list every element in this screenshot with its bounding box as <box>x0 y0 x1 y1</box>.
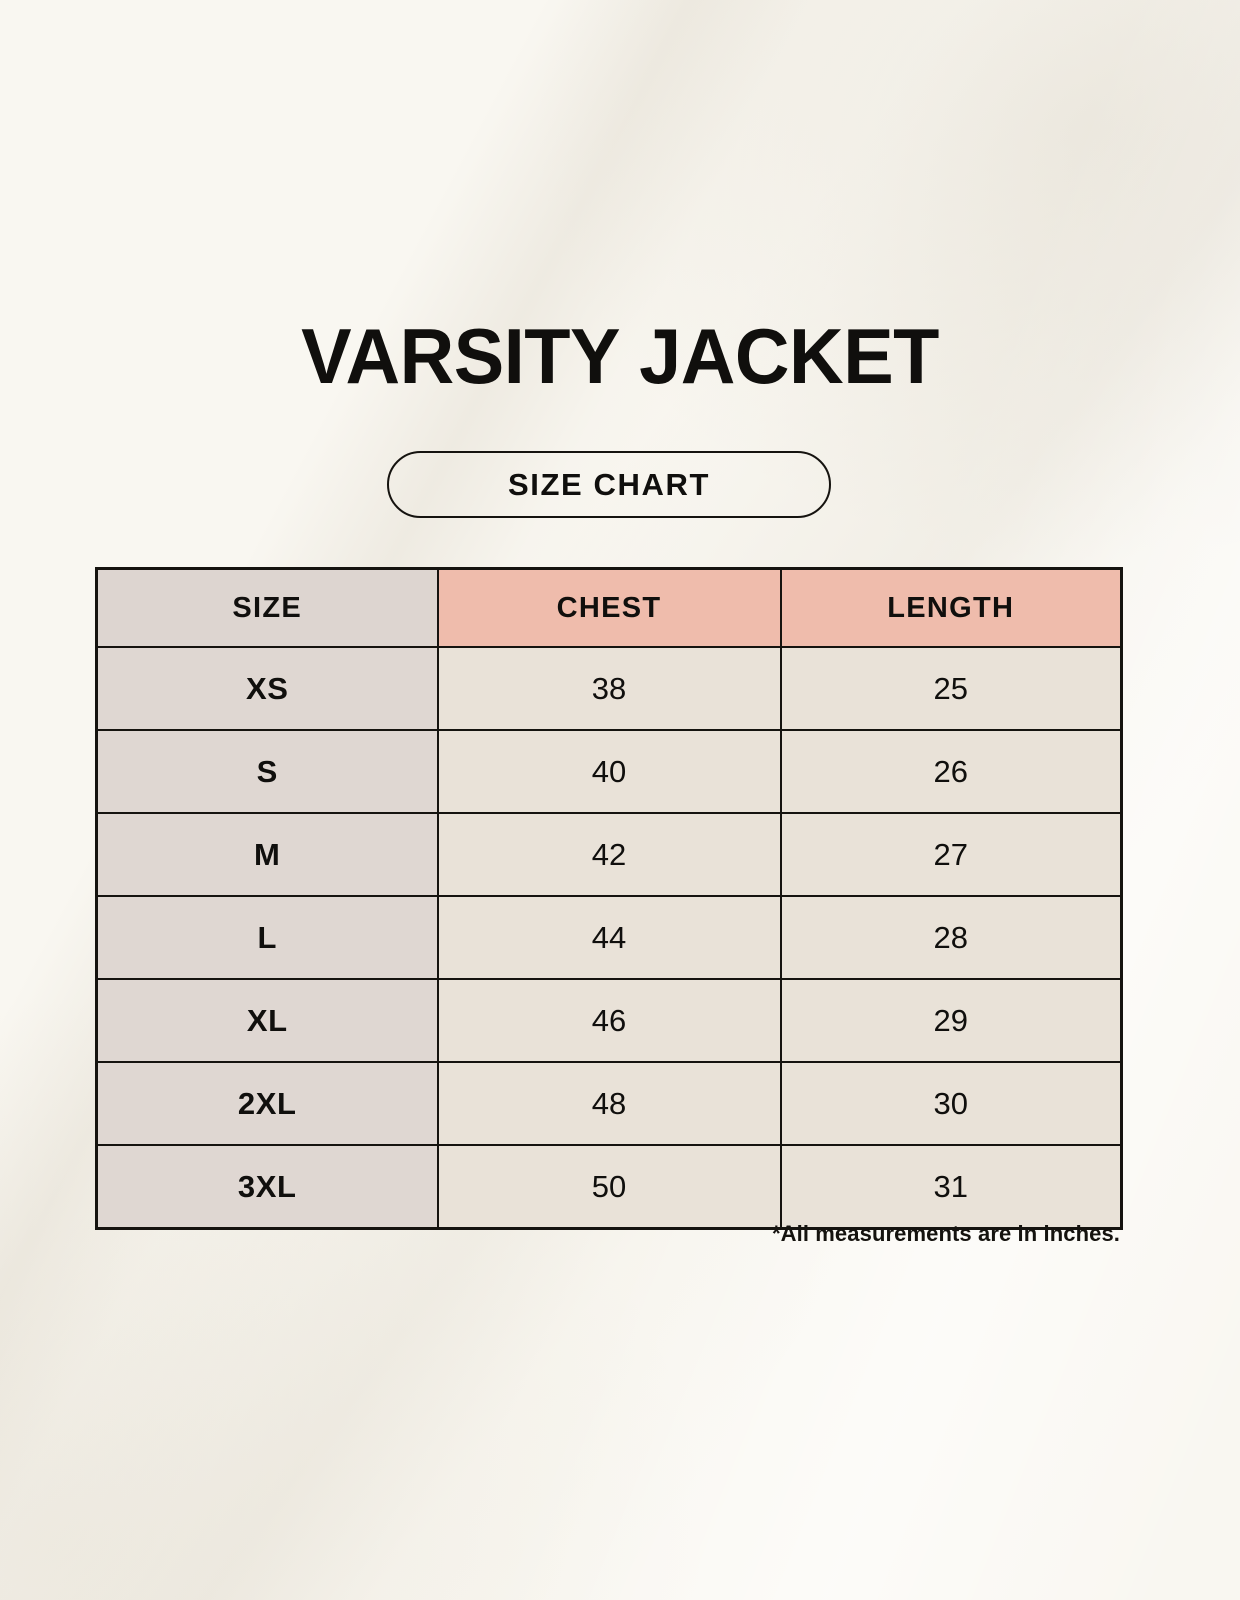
size-chart-badge: SIZE CHART <box>387 451 831 518</box>
cell-size: S <box>95 729 439 814</box>
cell-chest: 50 <box>436 1144 782 1230</box>
table-row: S 40 26 <box>95 729 1123 814</box>
measurement-units-note: *All measurements are in inches. <box>771 1221 1120 1246</box>
cell-length: 27 <box>779 812 1123 897</box>
cell-length: 25 <box>779 646 1123 731</box>
cell-size: 2XL <box>95 1061 439 1146</box>
cell-chest: 48 <box>436 1061 782 1146</box>
cell-length: 30 <box>779 1061 1123 1146</box>
table-row: XS 38 25 <box>95 646 1123 731</box>
size-chart-table: SIZE CHEST LENGTH XS 38 25 S 40 26 M 42 … <box>95 567 1123 1230</box>
table-row: M 42 27 <box>95 812 1123 897</box>
column-header-chest: CHEST <box>436 567 782 648</box>
table-row: XL 46 29 <box>95 978 1123 1063</box>
table-row: 2XL 48 30 <box>95 1061 1123 1146</box>
cell-size: 3XL <box>95 1144 439 1230</box>
cell-length: 26 <box>779 729 1123 814</box>
page-title: VARSITY JACKET <box>301 312 939 400</box>
cell-chest: 40 <box>436 729 782 814</box>
cell-chest: 42 <box>436 812 782 897</box>
column-header-size: SIZE <box>95 567 439 648</box>
column-header-length: LENGTH <box>779 567 1123 648</box>
cell-size: XL <box>95 978 439 1063</box>
table-row: 3XL 50 31 <box>95 1144 1123 1230</box>
cell-size: L <box>95 895 439 980</box>
table-row: L 44 28 <box>95 895 1123 980</box>
cell-chest: 44 <box>436 895 782 980</box>
cell-size: XS <box>95 646 439 731</box>
cell-size: M <box>95 812 439 897</box>
cell-length: 29 <box>779 978 1123 1063</box>
cell-chest: 46 <box>436 978 782 1063</box>
cell-chest: 38 <box>436 646 782 731</box>
cell-length: 31 <box>779 1144 1123 1230</box>
size-chart-badge-label: SIZE CHART <box>508 466 710 502</box>
cell-length: 28 <box>779 895 1123 980</box>
table-header-row: SIZE CHEST LENGTH <box>95 567 1123 648</box>
